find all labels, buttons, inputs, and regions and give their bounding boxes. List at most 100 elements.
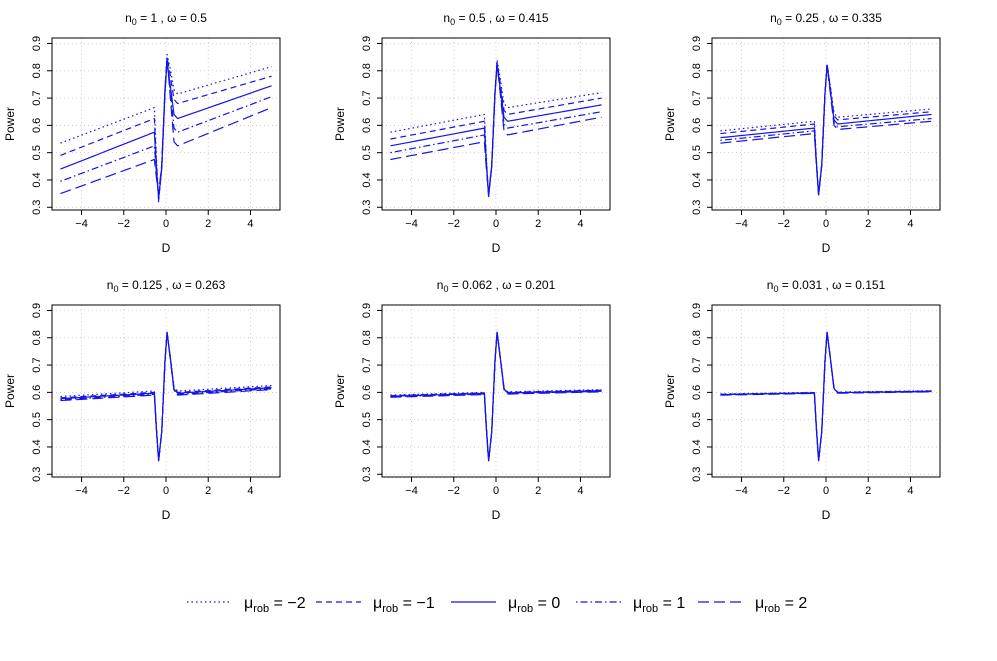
y-tick-label: 0.6 [691,118,703,133]
title-omega-value: 0.5 [190,11,207,25]
title-n0-value: 0.25 [795,11,819,25]
legend-mu-symbol: μ [373,595,382,612]
x-tick-label: −4 [405,485,418,497]
x-axis-label: D [492,508,501,522]
y-tick-label: 0.3 [31,200,43,215]
x-tick-label: 4 [247,485,253,497]
x-tick-label: −4 [405,218,418,230]
title-n-subscript: 0 [132,17,137,27]
legend-mu-symbol: μ [508,595,517,612]
x-tick-label: −2 [778,218,791,230]
legend-mu-subscript: rob [642,603,658,615]
x-tick-label: 4 [577,218,583,230]
legend-equals: = [780,595,798,612]
y-tick-label: 0.6 [31,385,43,400]
y-tick-label: 0.3 [691,467,703,482]
y-tick-label: 0.3 [691,200,703,215]
x-tick-label: −2 [778,485,791,497]
y-tick-label: 0.4 [691,172,703,187]
x-tick-label: 4 [577,485,583,497]
legend-equals: = [658,595,676,612]
series-line-mu-1 [60,59,272,197]
y-axis-label: Power [333,374,347,408]
title-omega-value: 0.335 [852,11,882,25]
title-omega-symbol: , ω = [162,278,195,292]
legend-equals: = [398,595,416,612]
y-tick-label: 0.7 [361,357,373,372]
legend-label-5: μrob = 2 [755,595,807,615]
series-line-mu-1 [60,331,272,462]
title-n-subscript: 0 [113,284,118,294]
series-line-mu-2 [720,64,932,195]
y-tick-label: 0.3 [361,200,373,215]
y-tick-label: 0.3 [361,467,373,482]
legend-label-2: μrob = −1 [373,595,435,615]
title-n-subscript: 0 [450,17,455,27]
title-omega-symbol: , ω = [822,278,855,292]
panel-title: n0 = 0.125 , ω = 0.263 [107,278,226,294]
x-tick-label: 2 [865,218,871,230]
series-line-mu-2 [390,61,602,195]
y-tick-label: 0.5 [31,412,43,427]
y-tick-label: 0.7 [361,90,373,105]
y-tick-label: 0.4 [361,172,373,187]
x-tick-label: 2 [205,485,211,497]
title-omega-value: 0.263 [195,278,225,292]
x-tick-label: 0 [163,485,169,497]
title-n-symbol: n [767,278,774,292]
x-tick-label: −4 [735,218,748,230]
legend-value: 2 [798,595,807,612]
y-tick-label: 0.4 [31,439,43,454]
x-tick-label: 4 [907,485,913,497]
y-tick-label: 0.9 [691,303,703,318]
x-tick-label: −4 [735,485,748,497]
panel-title: n0 = 1 , ω = 0.5 [125,11,207,27]
title-omega-symbol: , ω = [819,11,852,25]
x-axis-label: D [162,241,171,255]
title-omega-value: 0.415 [519,11,549,25]
series-line-mu--1 [720,63,932,196]
legend-equals: = [533,595,551,612]
y-tick-label: 0.8 [361,330,373,345]
title-omega-value: 0.201 [525,278,555,292]
y-tick-label: 0.4 [31,172,43,187]
y-tick-label: 0.8 [31,63,43,78]
x-tick-label: 2 [535,485,541,497]
title-equals: = [448,278,462,292]
series-line-mu-2 [60,56,272,195]
y-tick-label: 0.6 [361,385,373,400]
title-omega-symbol: , ω = [486,11,519,25]
y-tick-label: 0.9 [361,36,373,51]
title-n0-value: 0.031 [792,278,822,292]
y-tick-label: 0.8 [361,63,373,78]
legend-equals: = [269,595,287,612]
y-axis-label: Power [3,107,17,141]
x-tick-label: 2 [205,218,211,230]
y-tick-label: 0.3 [31,467,43,482]
series-line-mu-2 [720,331,932,462]
y-tick-label: 0.6 [691,385,703,400]
y-tick-label: 0.4 [361,439,373,454]
y-tick-label: 0.9 [31,36,43,51]
x-tick-label: 4 [247,218,253,230]
y-tick-label: 0.7 [31,90,43,105]
title-n0-value: 1 [150,11,157,25]
x-axis-label: D [822,241,831,255]
legend-label-3: μrob = 0 [508,595,560,615]
y-tick-label: 0.8 [691,330,703,345]
x-axis-label: D [492,241,501,255]
legend-mu-symbol: μ [244,595,253,612]
legend: μrob = −2 μrob = −1 μrob = 0 μrob = 1 μrob =… [187,595,807,615]
x-tick-label: −2 [448,218,461,230]
legend-mu-subscript: rob [517,603,533,615]
y-tick-label: 0.5 [361,145,373,160]
panel-title: n0 = 0.031 , ω = 0.151 [767,278,886,294]
y-axis-label: Power [333,107,347,141]
y-tick-label: 0.8 [691,63,703,78]
